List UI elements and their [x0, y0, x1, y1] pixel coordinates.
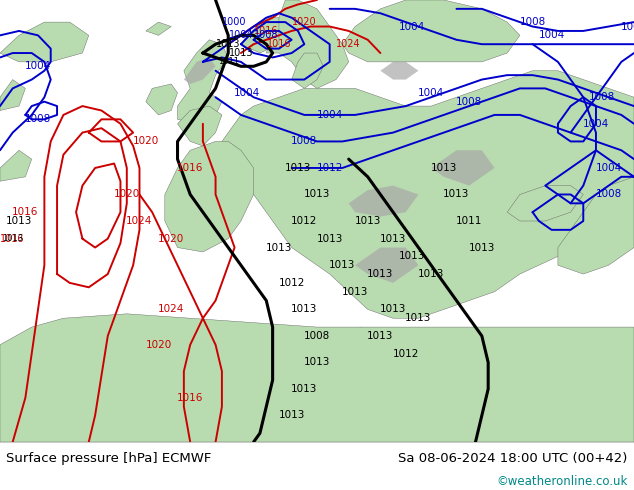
Text: 1013: 1013 [380, 234, 406, 244]
Polygon shape [266, 0, 349, 88]
Polygon shape [355, 247, 418, 283]
Text: 1011: 1011 [217, 57, 239, 66]
Text: 1024: 1024 [337, 39, 361, 49]
Text: 1004: 1004 [538, 30, 565, 40]
Text: 1024: 1024 [126, 216, 153, 226]
Text: 1020: 1020 [158, 234, 184, 244]
Text: 1016: 1016 [177, 393, 204, 403]
Text: 1004: 1004 [316, 110, 343, 120]
Polygon shape [0, 150, 32, 181]
Polygon shape [222, 71, 634, 318]
Polygon shape [184, 57, 216, 84]
Text: 1004: 1004 [418, 88, 444, 98]
Polygon shape [431, 150, 495, 186]
Text: 1013: 1013 [2, 234, 23, 243]
Text: 1013: 1013 [405, 313, 432, 323]
Text: 1013: 1013 [304, 190, 330, 199]
Text: 1013: 1013 [266, 243, 292, 252]
Text: 1013: 1013 [430, 163, 457, 173]
Text: 1008: 1008 [589, 92, 616, 102]
Text: 1004: 1004 [234, 88, 261, 98]
Text: 1004: 1004 [229, 30, 253, 40]
Text: 1004: 1004 [595, 163, 622, 173]
Text: Sa 08-06-2024 18:00 UTC (00+42): Sa 08-06-2024 18:00 UTC (00+42) [398, 452, 628, 466]
Text: 1004: 1004 [399, 22, 425, 31]
Text: 1013: 1013 [216, 39, 240, 49]
Polygon shape [0, 314, 634, 442]
Text: 1004: 1004 [583, 119, 609, 129]
Text: 1013: 1013 [443, 190, 470, 199]
Polygon shape [380, 62, 418, 79]
Text: 1013: 1013 [304, 357, 330, 368]
Text: 1012: 1012 [392, 348, 419, 359]
Text: 1008: 1008 [25, 114, 51, 124]
Text: 1008: 1008 [456, 97, 482, 107]
Polygon shape [178, 106, 222, 146]
Text: ©weatheronline.co.uk: ©weatheronline.co.uk [496, 475, 628, 488]
Text: 1013: 1013 [342, 287, 368, 297]
Text: 1013: 1013 [367, 331, 394, 341]
Text: 1013: 1013 [418, 269, 444, 279]
Text: 1016: 1016 [177, 163, 204, 173]
Text: 1016: 1016 [254, 26, 278, 36]
Text: 1013: 1013 [354, 216, 381, 226]
Polygon shape [292, 53, 323, 88]
Polygon shape [241, 18, 279, 53]
Text: 1016: 1016 [12, 207, 39, 217]
Text: 1013: 1013 [469, 243, 495, 252]
Text: 1012: 1012 [291, 216, 318, 226]
Text: 1012: 1012 [316, 163, 343, 173]
Polygon shape [507, 186, 583, 221]
Polygon shape [330, 327, 374, 354]
Text: 1013: 1013 [291, 304, 318, 315]
Polygon shape [0, 22, 89, 62]
Text: 1008: 1008 [304, 331, 330, 341]
Polygon shape [178, 40, 228, 124]
Polygon shape [165, 142, 254, 252]
Polygon shape [0, 79, 25, 111]
Text: 1011: 1011 [456, 216, 482, 226]
Polygon shape [146, 84, 178, 115]
Text: 1008: 1008 [621, 22, 634, 31]
Text: 1008: 1008 [519, 17, 546, 27]
Text: 1013: 1013 [285, 163, 311, 173]
Text: 1012: 1012 [278, 278, 305, 288]
Polygon shape [393, 345, 437, 371]
Text: 1013: 1013 [367, 269, 394, 279]
Text: 1008: 1008 [254, 30, 278, 40]
Text: 1020: 1020 [292, 17, 316, 27]
Text: 1020: 1020 [113, 190, 140, 199]
Text: 1000: 1000 [223, 17, 247, 27]
Polygon shape [349, 186, 418, 217]
Text: 1004: 1004 [25, 61, 51, 72]
Text: 1020: 1020 [133, 136, 159, 147]
Text: 1013: 1013 [329, 260, 356, 270]
Text: 1013: 1013 [399, 251, 425, 261]
Text: 1013: 1013 [6, 216, 32, 226]
Text: 1013: 1013 [380, 304, 406, 315]
Polygon shape [558, 177, 634, 274]
Text: 1013: 1013 [278, 411, 305, 420]
Text: 1016: 1016 [1, 234, 25, 244]
Text: 1013: 1013 [316, 234, 343, 244]
Text: 1008: 1008 [595, 190, 622, 199]
Text: 1013: 1013 [229, 48, 253, 58]
Polygon shape [349, 358, 399, 389]
Text: 1024: 1024 [158, 304, 184, 315]
Polygon shape [342, 0, 520, 62]
Text: 1020: 1020 [145, 340, 172, 350]
Text: Surface pressure [hPa] ECMWF: Surface pressure [hPa] ECMWF [6, 452, 212, 466]
Text: 1013: 1013 [291, 384, 318, 394]
Polygon shape [146, 22, 171, 35]
Text: 1016: 1016 [267, 39, 291, 49]
Text: 1008: 1008 [291, 136, 318, 147]
